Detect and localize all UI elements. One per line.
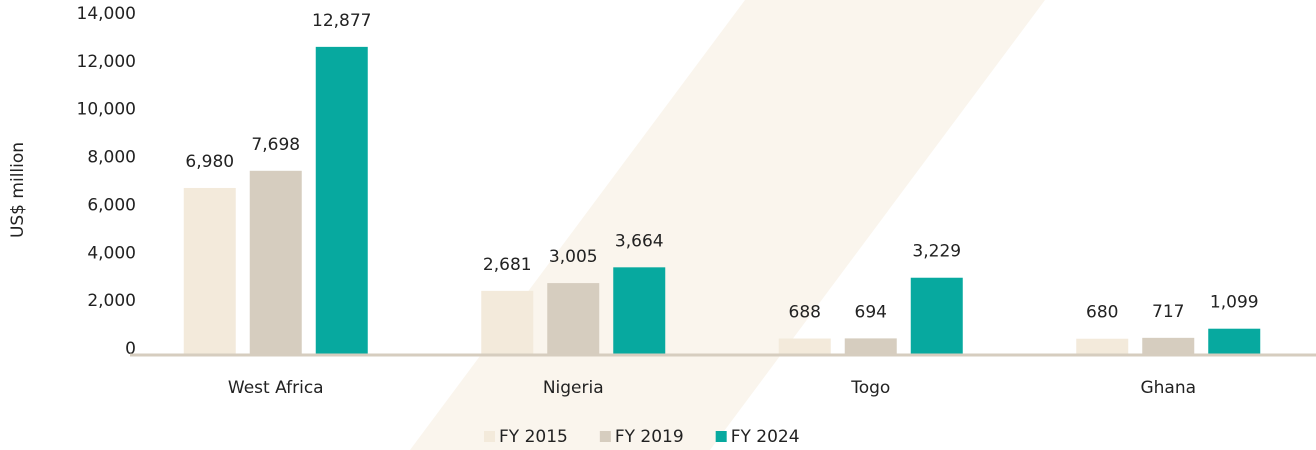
value-label: 12,877: [312, 11, 371, 31]
legend-label: FY 2019: [615, 427, 684, 447]
value-label: 694: [855, 302, 887, 322]
value-label: 717: [1152, 302, 1184, 322]
y-tick-label: 12,000: [77, 52, 136, 72]
y-tick-label: 14,000: [77, 4, 136, 24]
y-tick-label: 8,000: [87, 148, 136, 168]
y-tick-label: 0: [125, 339, 136, 359]
bar: [315, 46, 368, 355]
value-label: 3,664: [615, 231, 664, 251]
value-label: 3,229: [912, 242, 961, 262]
value-label: 688: [789, 303, 821, 323]
bar: [1142, 337, 1195, 355]
bar: [778, 338, 831, 355]
x-tick-label: Ghana: [1140, 378, 1196, 398]
legend-label: FY 2015: [499, 427, 568, 447]
bar: [844, 338, 897, 355]
legend-swatch: [599, 431, 611, 442]
background-stripe: [410, 0, 1045, 450]
x-tick-label: Nigeria: [543, 378, 604, 398]
y-axis-label: US$ million: [8, 142, 28, 238]
bar: [1208, 328, 1261, 355]
bar: [547, 283, 600, 355]
bar: [1076, 338, 1129, 355]
y-tick-label: 6,000: [87, 195, 136, 215]
y-tick-label: 4,000: [87, 243, 136, 263]
value-label: 680: [1086, 303, 1118, 323]
value-label: 6,980: [185, 152, 234, 172]
y-tick-label: 10,000: [77, 100, 136, 120]
x-tick-label: Togo: [850, 378, 890, 398]
y-tick-label: 2,000: [87, 291, 136, 311]
value-label: 2,681: [483, 255, 532, 275]
bar: [481, 290, 534, 355]
value-label: 3,005: [549, 247, 598, 267]
legend-swatch: [484, 431, 495, 442]
bar: [183, 187, 236, 355]
value-label: 1,099: [1210, 293, 1259, 313]
legend-label: FY 2024: [731, 427, 800, 447]
value-label: 7,698: [251, 135, 300, 155]
bar: [613, 267, 666, 355]
legend-swatch: [715, 431, 727, 442]
bar: [249, 170, 302, 355]
x-tick-label: West Africa: [228, 378, 324, 398]
bar: [910, 277, 963, 355]
